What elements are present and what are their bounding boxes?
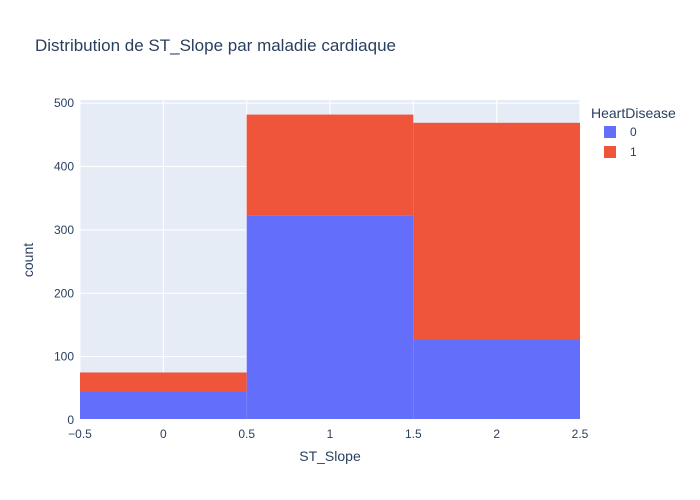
y-tick-label: 500 <box>54 96 74 110</box>
bar-heartdisease-1-slope-1[interactable] <box>246 114 414 216</box>
x-tick-label: 0 <box>160 427 167 441</box>
x-tick-label: 2 <box>493 427 500 441</box>
y-axis-ticks: 0 100 200 300 400 500 <box>54 96 74 427</box>
bar-heartdisease-1-slope-0[interactable] <box>80 372 247 392</box>
legend-label[interactable]: 0 <box>630 125 637 139</box>
y-tick-label: 200 <box>54 286 74 300</box>
x-tick-label: 0.5 <box>238 427 255 441</box>
bar-heartdisease-0-slope-0[interactable] <box>80 391 247 420</box>
bar-heartdisease-0-slope-2[interactable] <box>413 339 580 420</box>
chart-title: Distribution de ST_Slope par maladie car… <box>35 36 396 55</box>
bar-heartdisease-1-slope-2[interactable] <box>413 122 580 340</box>
x-tick-label: −0.5 <box>68 427 92 441</box>
legend: HeartDisease 01 <box>591 105 676 159</box>
y-tick-label: 300 <box>54 223 74 237</box>
bars-group <box>80 114 580 421</box>
legend-label[interactable]: 1 <box>630 145 637 159</box>
y-tick-label: 0 <box>67 413 74 427</box>
x-axis-title: ST_Slope <box>299 448 361 464</box>
bar-heartdisease-0-slope-1[interactable] <box>246 215 414 420</box>
x-axis-ticks: −0.5 0 0.5 1 1.5 2 2.5 <box>68 427 589 441</box>
y-axis-title: count <box>20 243 36 277</box>
legend-swatch[interactable] <box>604 146 616 158</box>
y-tick-label: 400 <box>54 160 74 174</box>
x-tick-label: 2.5 <box>572 427 589 441</box>
y-tick-label: 100 <box>54 350 74 364</box>
legend-items: 01 <box>604 125 637 159</box>
legend-swatch[interactable] <box>604 126 616 138</box>
legend-title: HeartDisease <box>591 105 676 121</box>
x-tick-label: 1.5 <box>405 427 422 441</box>
x-tick-label: 1 <box>327 427 334 441</box>
